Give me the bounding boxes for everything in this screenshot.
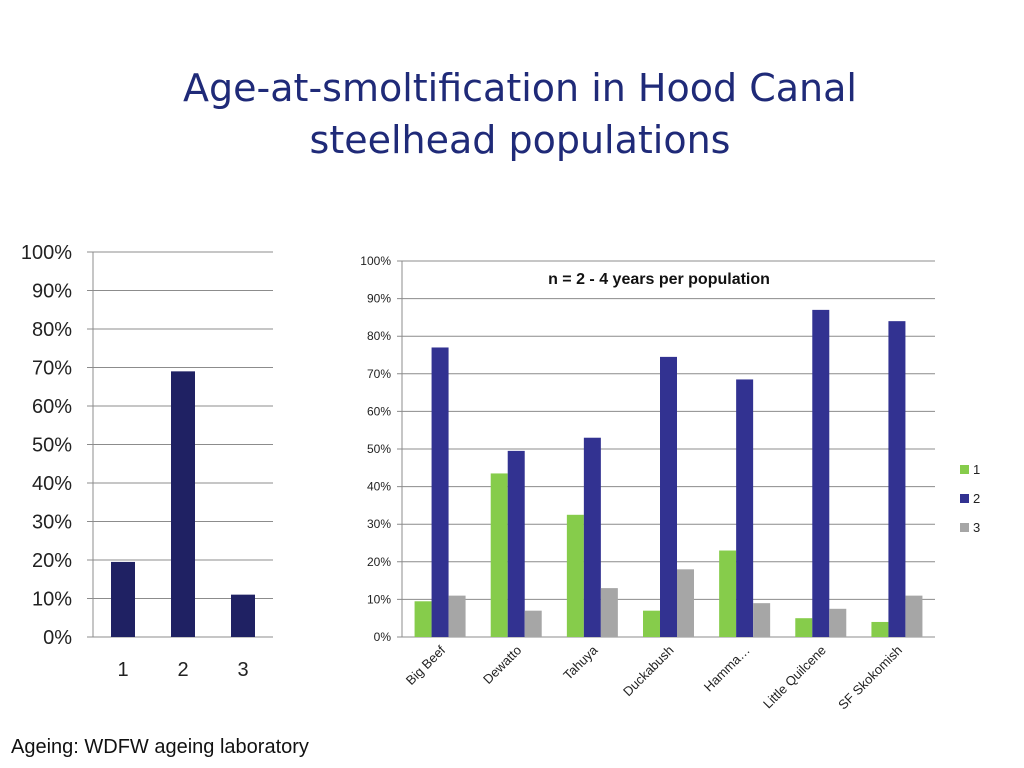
bar-age-1 [490,473,508,637]
x-tick-label: SF Skokomish [835,643,905,713]
y-tick-label: 90% [32,281,72,303]
y-tick-label: 20% [367,555,391,569]
y-tick-label: 70% [367,367,391,381]
y-tick-label: 40% [32,473,72,495]
y-tick-label: 0% [43,627,72,649]
y-tick-label: 0% [374,630,392,644]
legend-label: 2 [973,491,980,506]
legend-swatch-2 [960,494,969,503]
bar-age-3 [905,595,923,637]
slide-title-line-1: Age-at-smoltification in Hood Canal [183,66,857,110]
y-tick-label: 30% [367,517,391,531]
x-tick-label: Tahuya [560,642,601,683]
y-tick-label: 90% [367,292,391,306]
x-tick-label: 2 [177,659,188,681]
bar-age-3 [448,595,466,637]
y-tick-label: 70% [32,358,72,380]
bar-age-2 [736,379,754,637]
y-tick-label: 20% [32,550,72,572]
bar [231,594,255,637]
legend-swatch-3 [960,523,969,532]
bar-age-2 [660,356,677,637]
chart-annotation: n = 2 - 4 years per population [548,271,770,288]
y-tick-label: 40% [367,480,391,494]
overall-age-chart: 0% 10% 20% 30% 40% 50% 60% 70% 80% 90% 100% 1 2 3 [21,242,273,681]
y-tick-label: 50% [32,435,72,457]
bar-age-1 [719,550,737,637]
y-tick-label: 30% [32,512,72,534]
footer-note: Ageing: WDFW ageing laboratory [11,736,309,758]
bar-age-3 [829,608,847,637]
bar-age-2 [507,450,525,637]
bar-age-1 [643,610,660,637]
slide-title: Age-at-smoltification in Hood Canal stee… [60,62,980,166]
legend-swatch-1 [960,465,969,474]
bar-age-1 [566,514,584,637]
x-tick-label: Big Beef [403,642,449,688]
population-age-chart: 0% 10% 20% 30% 40% 50% 60% 70% 80% 90% 100% n = 2 -… [360,254,980,712]
legend-label: 1 [973,462,980,477]
bar-age-1 [795,618,813,637]
y-tick-label: 10% [32,589,72,611]
y-tick-label: 50% [367,442,391,456]
bar-age-3 [677,569,694,637]
bar-age-2 [431,347,449,637]
x-tick-label: Little Quilcene [760,643,829,712]
x-tick-label: Dewatto [480,643,524,687]
bar-age-2 [583,437,601,637]
bar-age-2 [812,309,830,637]
bar-age-3 [524,610,542,637]
y-tick-label: 80% [32,319,72,341]
slide-title-line-2: steelhead populations [309,118,731,162]
bar-age-1 [871,621,889,637]
bar-age-1 [414,601,432,637]
bar-age-3 [753,603,771,637]
x-tick-label: 1 [117,659,128,681]
bar-age-3 [600,588,618,637]
y-tick-label: 60% [367,404,391,418]
bar [171,371,195,637]
bar-age-2 [888,321,906,637]
x-tick-label: Hamma… [701,643,753,695]
y-tick-label: 100% [360,254,391,268]
y-tick-label: 100% [21,242,72,264]
legend-label: 3 [973,520,980,535]
y-tick-label: 10% [367,592,391,606]
x-tick-label: Duckabush [620,643,677,700]
y-tick-label: 60% [32,396,72,418]
bar [111,561,135,637]
x-tick-label: 3 [237,659,248,681]
y-tick-label: 80% [367,329,391,343]
